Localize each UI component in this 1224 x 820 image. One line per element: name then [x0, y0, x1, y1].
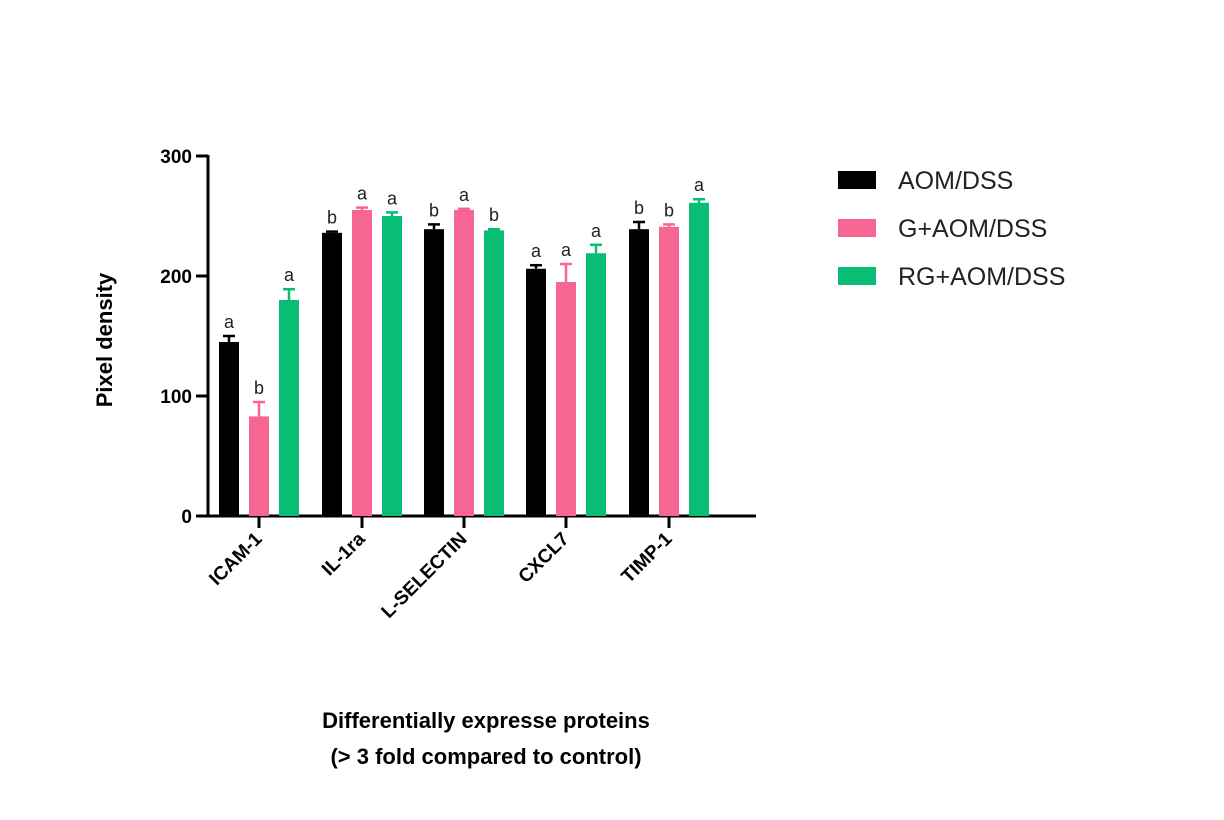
y-tick-label: 100: [160, 387, 192, 408]
y-tick-label: 300: [160, 147, 192, 168]
bar: [659, 226, 679, 517]
legend-label: G+AOM/DSS: [898, 215, 1047, 243]
significance-label: a: [284, 265, 295, 285]
significance-label: b: [664, 200, 674, 220]
legend: AOM/DSS G+AOM/DSS RG+AOM/DSS: [838, 167, 1065, 291]
x-tick-label: TIMP-1: [618, 528, 677, 587]
y-tick-label: 0: [181, 507, 192, 528]
x-axis: ICAM-1 IL-1ra L-SELECTIN CXCL7 TIMP-1: [205, 514, 756, 623]
x-tick-label: ICAM-1: [205, 528, 266, 589]
bar: [219, 342, 239, 516]
x-tick-label: CXCL7: [515, 529, 574, 588]
significance-label: a: [591, 221, 602, 241]
y-tick-label: 200: [160, 267, 192, 288]
bar: [352, 210, 372, 516]
bar: [249, 416, 269, 516]
bar: [689, 202, 709, 517]
x-tick-label: IL-1ra: [318, 528, 370, 580]
legend-swatch: [838, 219, 876, 237]
significance-label: a: [387, 188, 398, 208]
bar: [382, 216, 402, 516]
legend-label: RG+AOM/DSS: [898, 263, 1065, 291]
significance-label: a: [531, 241, 542, 261]
legend-label: AOM/DSS: [898, 167, 1013, 195]
bar: [279, 300, 299, 516]
y-axis-label: Pixel density: [92, 272, 117, 407]
significance-label: b: [254, 378, 264, 398]
legend-swatch: [838, 171, 876, 189]
significance-label: a: [459, 185, 470, 205]
bar: [424, 229, 444, 516]
bar: [556, 282, 576, 516]
significance-label: a: [357, 184, 368, 204]
significance-label: b: [429, 200, 439, 220]
bar: [484, 230, 504, 516]
significance-label: b: [327, 208, 337, 228]
y-axis: 0 100 200 300: [160, 147, 210, 528]
bar: [586, 253, 606, 516]
x-axis-label-line1: Differentially expresse proteins: [322, 708, 650, 733]
significance-label: b: [634, 198, 644, 218]
x-tick-label: L-SELECTIN: [378, 529, 472, 623]
significance-label: b: [489, 205, 499, 225]
bar: [322, 232, 342, 517]
significance-label: a: [694, 175, 705, 195]
legend-swatch: [838, 267, 876, 285]
bar: [526, 268, 546, 516]
bar: [454, 210, 474, 516]
significance-label: a: [224, 312, 235, 332]
x-axis-label-line2: (> 3 fold compared to control): [330, 744, 641, 769]
significance-label: a: [561, 240, 572, 260]
bar: [629, 229, 649, 516]
